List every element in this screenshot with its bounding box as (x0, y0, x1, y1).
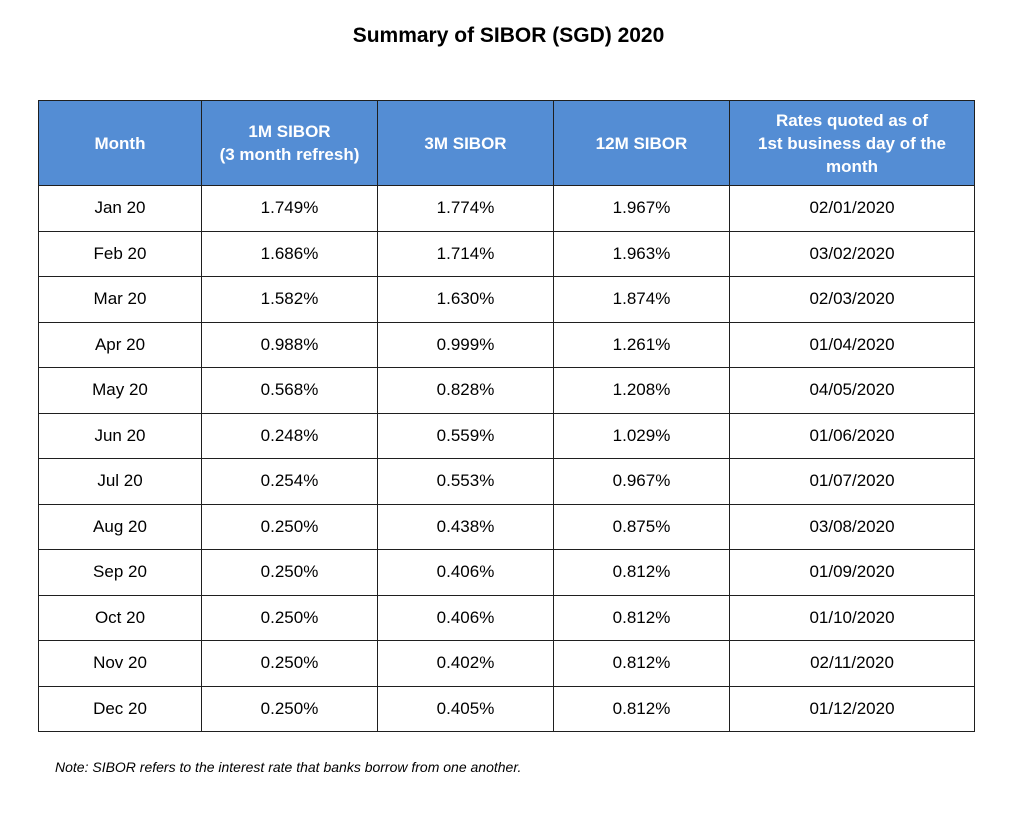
cell-quote-date: 01/09/2020 (729, 549, 975, 596)
cell-1m-sibor: 0.250% (201, 549, 378, 596)
cell-1m-sibor: 1.582% (201, 276, 378, 323)
cell-quote-date: 01/06/2020 (729, 412, 975, 459)
cell-month: Aug 20 (38, 503, 202, 550)
cell-12m-sibor: 1.874% (553, 276, 730, 323)
cell-12m-sibor: 0.875% (553, 503, 730, 550)
cell-month: Mar 20 (38, 276, 202, 323)
table-row: Sep 20 0.250% 0.406% 0.812% 01/09/2020 (38, 549, 975, 596)
cell-quote-date: 01/12/2020 (729, 685, 975, 732)
cell-1m-sibor: 0.248% (201, 412, 378, 459)
table-row: Feb 20 1.686% 1.714% 1.963% 03/02/2020 (38, 230, 975, 277)
cell-3m-sibor: 1.714% (377, 230, 554, 277)
cell-month: Oct 20 (38, 594, 202, 641)
cell-12m-sibor: 0.812% (553, 640, 730, 687)
cell-quote-date: 01/04/2020 (729, 321, 975, 368)
table-row: Dec 20 0.250% 0.405% 0.812% 01/12/2020 (38, 685, 975, 732)
cell-3m-sibor: 0.559% (377, 412, 554, 459)
cell-month: Sep 20 (38, 549, 202, 596)
cell-12m-sibor: 1.208% (553, 367, 730, 414)
table-row: Jul 20 0.254% 0.553% 0.967% 01/07/2020 (38, 458, 975, 505)
table-row: Nov 20 0.250% 0.402% 0.812% 02/11/2020 (38, 640, 975, 687)
cell-12m-sibor: 0.812% (553, 594, 730, 641)
table-row: Mar 20 1.582% 1.630% 1.874% 02/03/2020 (38, 276, 975, 323)
cell-3m-sibor: 0.402% (377, 640, 554, 687)
cell-12m-sibor: 0.812% (553, 549, 730, 596)
cell-1m-sibor: 1.686% (201, 230, 378, 277)
table-row: May 20 0.568% 0.828% 1.208% 04/05/2020 (38, 367, 975, 414)
cell-month: Apr 20 (38, 321, 202, 368)
cell-3m-sibor: 0.828% (377, 367, 554, 414)
table-body: Jan 20 1.749% 1.774% 1.967% 02/01/2020 Feb 20… (38, 185, 975, 732)
cell-3m-sibor: 1.774% (377, 185, 554, 232)
cell-3m-sibor: 0.406% (377, 594, 554, 641)
table-row: Jan 20 1.749% 1.774% 1.967% 02/01/2020 (38, 185, 975, 232)
cell-month: May 20 (38, 367, 202, 414)
cell-12m-sibor: 1.029% (553, 412, 730, 459)
header-3m-sibor: 3M SIBOR (377, 100, 554, 186)
cell-3m-sibor: 0.999% (377, 321, 554, 368)
cell-3m-sibor: 0.553% (377, 458, 554, 505)
cell-month: Jan 20 (38, 185, 202, 232)
table-row: Aug 20 0.250% 0.438% 0.875% 03/08/2020 (38, 503, 975, 550)
header-quote-date: Rates quoted as of 1st business day of t… (729, 100, 975, 186)
cell-3m-sibor: 0.406% (377, 549, 554, 596)
cell-month: Feb 20 (38, 230, 202, 277)
cell-1m-sibor: 1.749% (201, 185, 378, 232)
page-title: Summary of SIBOR (SGD) 2020 (352, 24, 665, 47)
cell-month: Jul 20 (38, 458, 202, 505)
table-header-row: Month 1M SIBOR (3 month refresh) 3M SIBO… (38, 100, 975, 186)
cell-1m-sibor: 0.250% (201, 685, 378, 732)
cell-3m-sibor: 0.405% (377, 685, 554, 732)
cell-12m-sibor: 1.963% (553, 230, 730, 277)
table-row: Apr 20 0.988% 0.999% 1.261% 01/04/2020 (38, 321, 975, 368)
cell-12m-sibor: 0.812% (553, 685, 730, 732)
cell-1m-sibor: 0.568% (201, 367, 378, 414)
cell-1m-sibor: 0.250% (201, 594, 378, 641)
cell-month: Jun 20 (38, 412, 202, 459)
cell-quote-date: 01/07/2020 (729, 458, 975, 505)
footnote: Note: SIBOR refers to the interest rate … (55, 759, 522, 775)
cell-quote-date: 01/10/2020 (729, 594, 975, 641)
cell-quote-date: 04/05/2020 (729, 367, 975, 414)
cell-month: Dec 20 (38, 685, 202, 732)
table-row: Oct 20 0.250% 0.406% 0.812% 01/10/2020 (38, 594, 975, 641)
cell-1m-sibor: 0.250% (201, 640, 378, 687)
cell-quote-date: 03/08/2020 (729, 503, 975, 550)
cell-1m-sibor: 0.254% (201, 458, 378, 505)
sibor-table: Month 1M SIBOR (3 month refresh) 3M SIBO… (38, 100, 975, 732)
cell-quote-date: 02/11/2020 (729, 640, 975, 687)
header-1m-sibor: 1M SIBOR (3 month refresh) (201, 100, 378, 186)
cell-month: Nov 20 (38, 640, 202, 687)
cell-1m-sibor: 0.988% (201, 321, 378, 368)
cell-12m-sibor: 0.967% (553, 458, 730, 505)
cell-3m-sibor: 1.630% (377, 276, 554, 323)
table-row: Jun 20 0.248% 0.559% 1.029% 01/06/2020 (38, 412, 975, 459)
cell-quote-date: 03/02/2020 (729, 230, 975, 277)
cell-quote-date: 02/03/2020 (729, 276, 975, 323)
cell-3m-sibor: 0.438% (377, 503, 554, 550)
cell-12m-sibor: 1.261% (553, 321, 730, 368)
header-month: Month (38, 100, 202, 186)
cell-1m-sibor: 0.250% (201, 503, 378, 550)
cell-12m-sibor: 1.967% (553, 185, 730, 232)
header-12m-sibor: 12M SIBOR (553, 100, 730, 186)
cell-quote-date: 02/01/2020 (729, 185, 975, 232)
